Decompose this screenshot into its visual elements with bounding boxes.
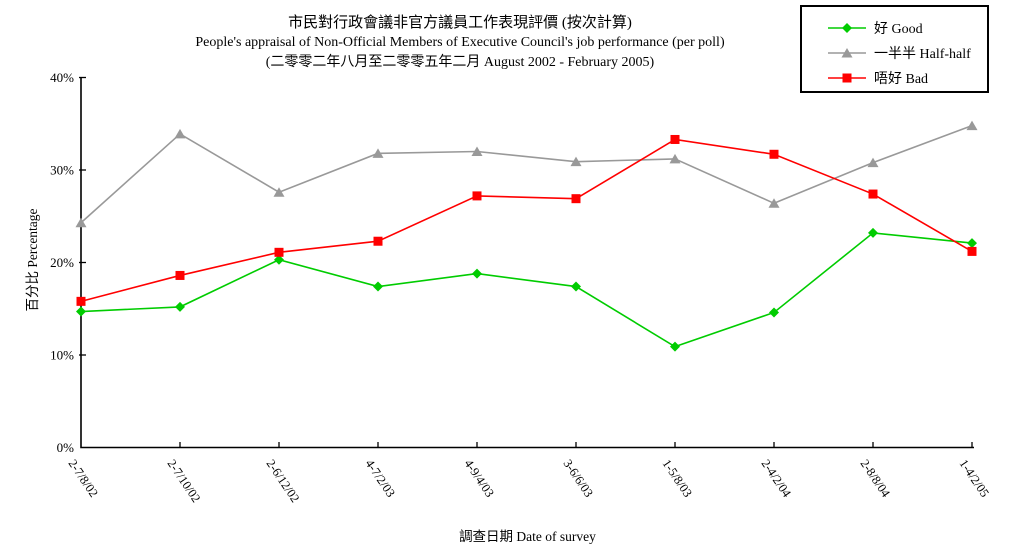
chart-title-line-2: People's appraisal of Non-Official Membe… xyxy=(195,35,725,50)
legend-item-bad: 唔好 Bad xyxy=(802,65,987,90)
legend-label-bad: 唔好 Bad xyxy=(874,71,929,87)
series-good-line xyxy=(80,232,973,348)
series-bad-line xyxy=(80,138,973,303)
chart-title-line-3: (二零零二年八月至二零零五年二月 August 2002 - February … xyxy=(265,55,655,70)
series-good xyxy=(76,227,977,352)
x-tick-label: 2-6/12/02 xyxy=(264,457,303,505)
series-bad xyxy=(76,134,977,306)
series-bad-point xyxy=(76,296,86,306)
x-tick-label: 1-5/8/03 xyxy=(660,457,695,500)
x-tick-label: 2-8/8/04 xyxy=(858,457,894,501)
series-bad-point xyxy=(769,149,779,159)
series-half-half-point xyxy=(570,156,582,167)
legend-marker-half-half-icon xyxy=(828,47,866,57)
legend-item-good: 好 Good xyxy=(802,15,987,40)
series-good-point xyxy=(175,301,185,312)
legend-marker-bad-icon xyxy=(828,73,866,82)
series-half-half-point xyxy=(966,120,978,131)
legend-marker-half-half xyxy=(841,47,853,57)
chart-title-block: 市民對行政會議非官方議員工作表現評價 (按次計算) People's appra… xyxy=(130,13,790,73)
legend-label-half-half: 一半半 Half-half xyxy=(874,46,971,62)
series-half-half-point xyxy=(75,217,87,228)
legend-item-half-half: 一半半 Half-half xyxy=(802,40,987,65)
legend-marker-good xyxy=(842,22,852,33)
series-half-half-point xyxy=(768,198,780,208)
series-half-half-point xyxy=(372,148,384,158)
legend-marker-good-icon xyxy=(828,22,866,33)
y-tick-label: 20% xyxy=(50,255,74,270)
series-half-half-point xyxy=(174,128,186,139)
series-half-half-point xyxy=(471,146,483,156)
x-tick-label: 2-7/8/02 xyxy=(66,457,101,500)
series-half-half-point xyxy=(273,187,285,197)
series-bad-point xyxy=(571,194,581,204)
y-axis-title: 百分比 Percentage xyxy=(25,208,40,312)
series-bad-point xyxy=(670,134,680,144)
series-good-point xyxy=(274,254,284,265)
series-good-point xyxy=(373,281,383,292)
legend-marker-bad xyxy=(842,73,852,82)
legend-box: 好 Good 一半半 Half-half 唔好 Bad xyxy=(800,5,989,93)
y-tick-label: 30% xyxy=(50,163,74,178)
series-bad-point xyxy=(967,246,977,256)
series-bad-point xyxy=(472,191,482,201)
axes xyxy=(80,77,974,449)
series-half-half xyxy=(75,120,978,228)
series-half-half-point xyxy=(867,157,879,168)
series-bad-point xyxy=(175,270,185,280)
series-good-point xyxy=(76,306,86,317)
series-good-point xyxy=(967,238,977,249)
x-tick-label: 4-7/2/03 xyxy=(363,457,398,500)
y-tick-label: 0% xyxy=(57,440,75,455)
chart-title-line-1: 市民對行政會議非官方議員工作表現評價 (按次計算) xyxy=(288,15,632,31)
series-good-point xyxy=(769,307,779,318)
series-bad-point xyxy=(274,247,284,257)
x-axis-title: 調查日期 Date of survey xyxy=(459,529,596,544)
x-tick-label: 3-6/6/03 xyxy=(561,457,596,500)
series-good-point xyxy=(472,268,482,279)
series-good-point xyxy=(571,281,581,292)
x-tick-label: 2-4/2/04 xyxy=(759,457,795,501)
legend-label-good: 好 Good xyxy=(874,21,923,37)
y-tick-label: 40% xyxy=(50,70,74,85)
series-good-point xyxy=(868,227,878,238)
series-good-point xyxy=(670,341,680,352)
series-half-half-point xyxy=(669,153,681,164)
x-tick-label: 2-7/10/02 xyxy=(165,457,204,505)
x-tick-label: 1-4/2/05 xyxy=(957,457,992,500)
y-tick-label: 10% xyxy=(50,348,74,363)
series-bad-point xyxy=(868,189,878,199)
series-bad-point xyxy=(373,236,383,246)
series-half-half-line xyxy=(80,124,973,224)
x-tick-label: 4-9/4/03 xyxy=(462,457,497,500)
